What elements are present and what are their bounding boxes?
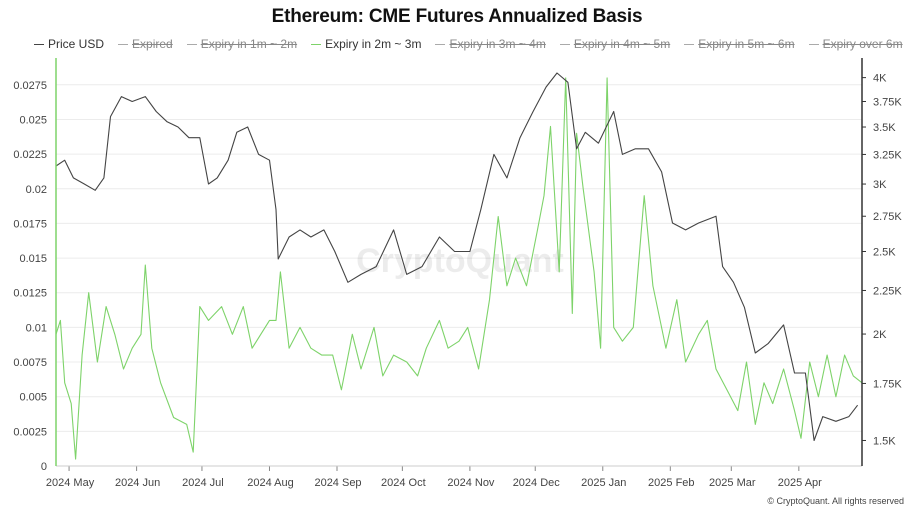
axes-layer: 0 0.0025 0.005 0.0075 0.01 0.0125 0.015 0.0175 0… bbox=[13, 58, 902, 489]
y-right-tick-label: 4K bbox=[873, 73, 887, 85]
legend-swatch bbox=[559, 43, 570, 45]
y-right-tick-label: 1.5K bbox=[873, 435, 896, 447]
copyright-text: © CryptoQuant. All rights reserved bbox=[767, 496, 904, 506]
y-left-tick-label: 0.0175 bbox=[13, 218, 47, 230]
legend-label: Expiry in 1m ~ 2m bbox=[200, 37, 298, 51]
credit: © CryptoQuant. All rights reserved bbox=[767, 496, 904, 506]
x-tick-label: 2024 Jun bbox=[115, 477, 160, 489]
x-tick-label: 2024 Aug bbox=[247, 477, 294, 489]
y-left-tick-label: 0.0125 bbox=[13, 288, 47, 300]
legend-swatch bbox=[118, 43, 129, 45]
legend-label: Expiry in 3m ~ 4m bbox=[449, 37, 546, 51]
y-right-tick-label: 3.25K bbox=[873, 149, 902, 161]
x-tick-label: 2024 Dec bbox=[513, 477, 561, 489]
x-tick-label: 2025 Mar bbox=[709, 477, 756, 489]
chart-legend: Price USD Expired Expiry in 1m ~ 2m Expiry … bbox=[34, 36, 914, 52]
grid-lines bbox=[56, 84, 862, 432]
series-line-expiry-2m-3m bbox=[55, 77, 863, 460]
x-tick-label: 2025 Feb bbox=[648, 477, 694, 489]
y-left-tick-label: 0.02 bbox=[26, 184, 47, 196]
x-tick-label: 2024 Nov bbox=[447, 477, 495, 489]
legend-item[interactable]: Expiry over 6m bbox=[808, 36, 903, 52]
legend-item[interactable]: Expiry in 3m ~ 4m bbox=[435, 36, 546, 52]
x-tick-label: 2024 Sep bbox=[314, 477, 361, 489]
y-right-tick-label: 3.75K bbox=[873, 96, 902, 108]
series-layer bbox=[55, 72, 863, 460]
legend-label: Expiry in 5m ~ 6m bbox=[698, 37, 795, 51]
y-left-tick-label: 0.0225 bbox=[13, 149, 47, 161]
x-tick-label: 2024 Jul bbox=[182, 477, 224, 489]
y-left-tick-label: 0 bbox=[41, 461, 47, 473]
legend-swatch bbox=[684, 43, 695, 45]
legend-swatch bbox=[435, 43, 446, 45]
y-right-tick-label: 2.5K bbox=[873, 246, 896, 258]
legend-label: Expiry in 4m ~ 5m bbox=[573, 37, 671, 51]
y-left-tick-label: 0.0075 bbox=[13, 357, 47, 369]
chart-title: Ethereum: CME Futures Annualized Basis bbox=[271, 6, 643, 27]
y-right-tick-label: 1.75K bbox=[873, 378, 902, 390]
y-left-tick-label: 0.005 bbox=[19, 392, 47, 404]
series-line-price-usd bbox=[55, 72, 859, 442]
legend-swatch bbox=[186, 43, 197, 45]
legend-swatch bbox=[34, 43, 44, 45]
x-tick-label: 2025 Apr bbox=[778, 477, 822, 489]
legend-swatch bbox=[808, 43, 819, 45]
legend-label: Expired bbox=[132, 37, 173, 51]
legend-label: Expiry over 6m bbox=[822, 37, 903, 51]
y-left-tick-label: 0.015 bbox=[19, 253, 47, 265]
y-left-tick-label: 0.0025 bbox=[13, 426, 47, 438]
x-tick-label: 2024 Oct bbox=[381, 477, 426, 489]
legend-label: Price USD bbox=[48, 37, 105, 51]
legend-item[interactable]: Expiry in 1m ~ 2m bbox=[186, 36, 298, 52]
y-right-tick-label: 2K bbox=[873, 329, 887, 341]
y-right-tick-label: 3K bbox=[873, 179, 887, 191]
y-right-tick-label: 2.75K bbox=[873, 211, 902, 223]
legend-item[interactable]: Expiry in 5m ~ 6m bbox=[684, 36, 795, 52]
y-right-tick-label: 3.5K bbox=[873, 122, 896, 134]
y-left-tick-label: 0.0275 bbox=[13, 80, 47, 92]
y-left-tick-label: 0.025 bbox=[19, 114, 47, 126]
legend-item[interactable]: Price USD bbox=[34, 36, 104, 52]
y-right-tick-label: 2.25K bbox=[873, 285, 902, 297]
x-tick-label: 2025 Jan bbox=[581, 477, 626, 489]
legend-item[interactable]: Expiry in 2m ~ 3m bbox=[311, 36, 421, 52]
legend-item[interactable]: Expiry in 4m ~ 5m bbox=[559, 36, 671, 52]
x-tick-label: 2024 May bbox=[46, 477, 95, 489]
legend-label: Expiry in 2m ~ 3m bbox=[325, 37, 422, 51]
y-left-tick-label: 0.01 bbox=[26, 322, 47, 334]
watermark: CryptoQuant bbox=[356, 242, 564, 280]
legend-swatch bbox=[311, 43, 322, 45]
legend-item[interactable]: Expired bbox=[118, 36, 173, 52]
